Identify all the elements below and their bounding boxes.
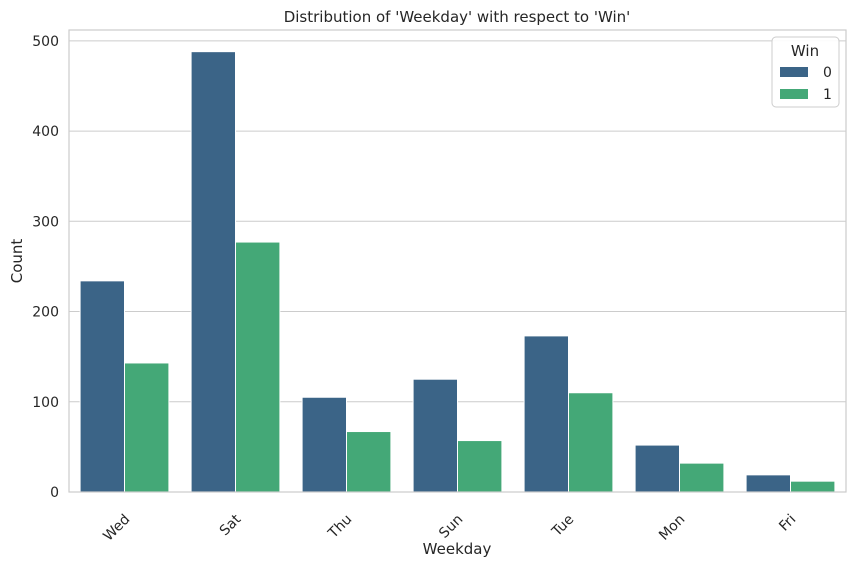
y-tick-label: 0 [50,485,59,501]
y-tick-labels: 0 100 200 300 400 500 [32,34,59,501]
plot-frame [68,29,847,493]
legend-label: 0 [823,65,832,81]
bars [79,51,836,493]
x-tick-label: Sun [436,512,466,542]
bar-tue-win-0 [523,335,569,493]
chart-title: Distribution of 'Weekday' with respect t… [284,8,631,26]
bar-fri-win-0 [745,474,791,493]
y-tick-label: 500 [32,34,59,50]
y-tick-label: 300 [32,214,59,230]
legend-swatch [780,67,808,77]
x-tick-label: Sat [217,511,245,539]
bar-sun-win-0 [412,378,459,493]
y-tick-label: 400 [32,124,59,140]
bar-mon-win-0 [634,444,680,493]
x-tick-label: Thu [325,512,356,543]
x-tick-label: Mon [656,512,688,544]
bar-sat-win-0 [190,51,237,493]
bar-mon-win-1 [679,462,725,493]
bar-sun-win-1 [457,440,503,493]
bar-thu-win-0 [301,396,348,493]
legend-title: Win [791,42,819,60]
y-tick-label: 100 [32,395,59,411]
legend-label: 1 [823,87,832,103]
x-tick-label: Fri [776,512,799,535]
bar-sat-win-1 [235,241,281,493]
bar-wed-win-0 [79,280,125,493]
legend: Win 0 1 [771,36,840,108]
x-tick-label: Tue [548,512,577,541]
x-tick-label: Wed [100,512,133,545]
x-axis-label: Weekday [423,540,492,558]
bar-wed-win-1 [124,362,170,493]
bar-fri-win-1 [790,480,836,493]
y-axis-label: Count [8,239,26,284]
bar-tue-win-1 [568,392,614,493]
y-tick-label: 200 [32,305,59,321]
legend-swatch [780,89,808,99]
bar-thu-win-1 [346,431,392,493]
